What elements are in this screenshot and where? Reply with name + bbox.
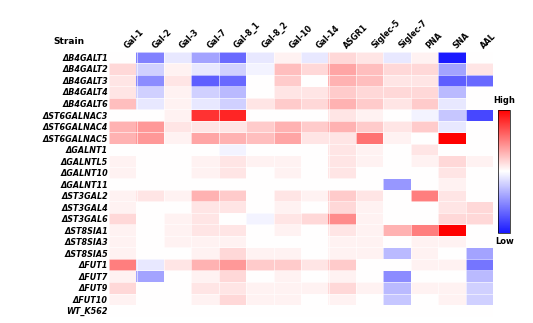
Text: High: High	[493, 96, 515, 105]
Text: Low: Low	[495, 237, 514, 246]
Text: Strain: Strain	[54, 37, 85, 46]
